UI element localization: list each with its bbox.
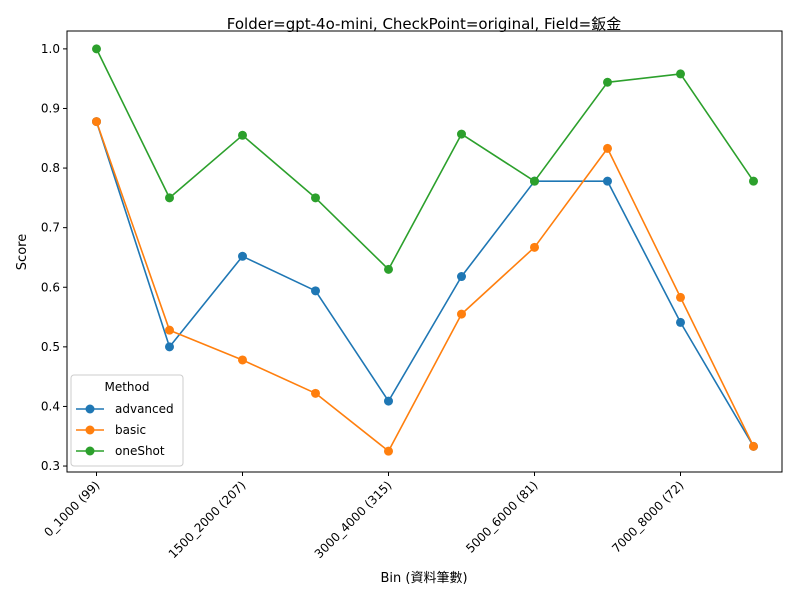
data-point-advanced (238, 251, 247, 261)
data-point-basic (384, 446, 393, 456)
x-axis-label: Bin (資料筆數) (380, 571, 467, 586)
x-tick-label: 0_1000 (99) (41, 478, 102, 539)
legend-label: oneShot (115, 444, 165, 458)
y-tick-label: 0.4 (41, 399, 60, 413)
plot-area (66, 30, 783, 473)
y-tick-label: 0.7 (41, 221, 60, 235)
data-point-advanced (457, 272, 466, 282)
data-point-oneShot (92, 44, 101, 54)
data-point-basic (603, 143, 612, 153)
data-point-oneShot (384, 264, 393, 274)
series-oneShot (92, 44, 758, 274)
series-basic (92, 117, 758, 456)
legend-box (70, 374, 184, 467)
y-tick-label: 0.9 (41, 101, 60, 115)
data-point-oneShot (457, 129, 466, 139)
data-point-advanced (384, 396, 393, 406)
x-tick-label: 7000_8000 (72) (609, 478, 686, 555)
y-tick-label: 0.8 (41, 161, 60, 175)
x-tick-label: 1500_2000 (207) (166, 478, 249, 561)
y-tick-label: 0.6 (41, 280, 60, 294)
legend-label: advanced (115, 402, 174, 416)
data-point-basic (749, 441, 758, 451)
y-tick-label: 0.5 (41, 340, 60, 354)
data-point-basic (165, 325, 174, 335)
data-point-basic (676, 292, 685, 302)
data-point-basic (92, 117, 101, 127)
y-axis: 0.3 0.4 0.5 0.6 0.7 0.8 0.9 1.0 (41, 42, 67, 473)
legend-label: basic (115, 423, 146, 437)
legend-item-advanced: advanced (76, 402, 174, 416)
data-point-oneShot (311, 193, 320, 203)
data-point-advanced (603, 176, 612, 186)
series-advanced (92, 117, 758, 451)
x-axis: 0_1000 (99) 1500_2000 (207) 3000_4000 (315… (41, 472, 687, 561)
data-point-basic (311, 388, 320, 398)
y-tick-label: 0.3 (41, 459, 60, 473)
data-point-basic (530, 242, 539, 252)
data-point-advanced (165, 342, 174, 352)
y-axis-label: Score (15, 234, 30, 270)
data-point-oneShot (676, 69, 685, 79)
data-point-oneShot (530, 176, 539, 186)
data-point-advanced (311, 286, 320, 296)
legend: Method advanced basic oneShot (70, 374, 184, 467)
legend-swatch-marker (85, 425, 95, 435)
series-layer (92, 44, 758, 456)
y-tick-label: 1.0 (41, 42, 60, 56)
data-point-advanced (676, 317, 685, 327)
legend-swatch-marker (85, 404, 95, 414)
series-line-advanced (95, 121, 755, 447)
series-line-oneShot (95, 48, 755, 271)
legend-swatch-marker (85, 446, 95, 456)
x-tick-label: 3000_4000 (315) (312, 478, 395, 561)
series-line-basic (95, 121, 755, 452)
data-point-basic (457, 309, 466, 319)
data-point-oneShot (238, 130, 247, 140)
data-point-oneShot (165, 193, 174, 203)
legend-item-basic: basic (76, 423, 146, 437)
data-point-basic (238, 355, 247, 365)
legend-item-oneShot: oneShot (76, 444, 165, 458)
x-tick-label: 5000_6000 (81) (463, 478, 540, 555)
data-point-oneShot (749, 176, 758, 186)
legend-title: Method (104, 380, 149, 394)
data-point-oneShot (603, 77, 612, 87)
chart-title: Folder=gpt-4o-mini, CheckPoint=original,… (227, 15, 621, 33)
